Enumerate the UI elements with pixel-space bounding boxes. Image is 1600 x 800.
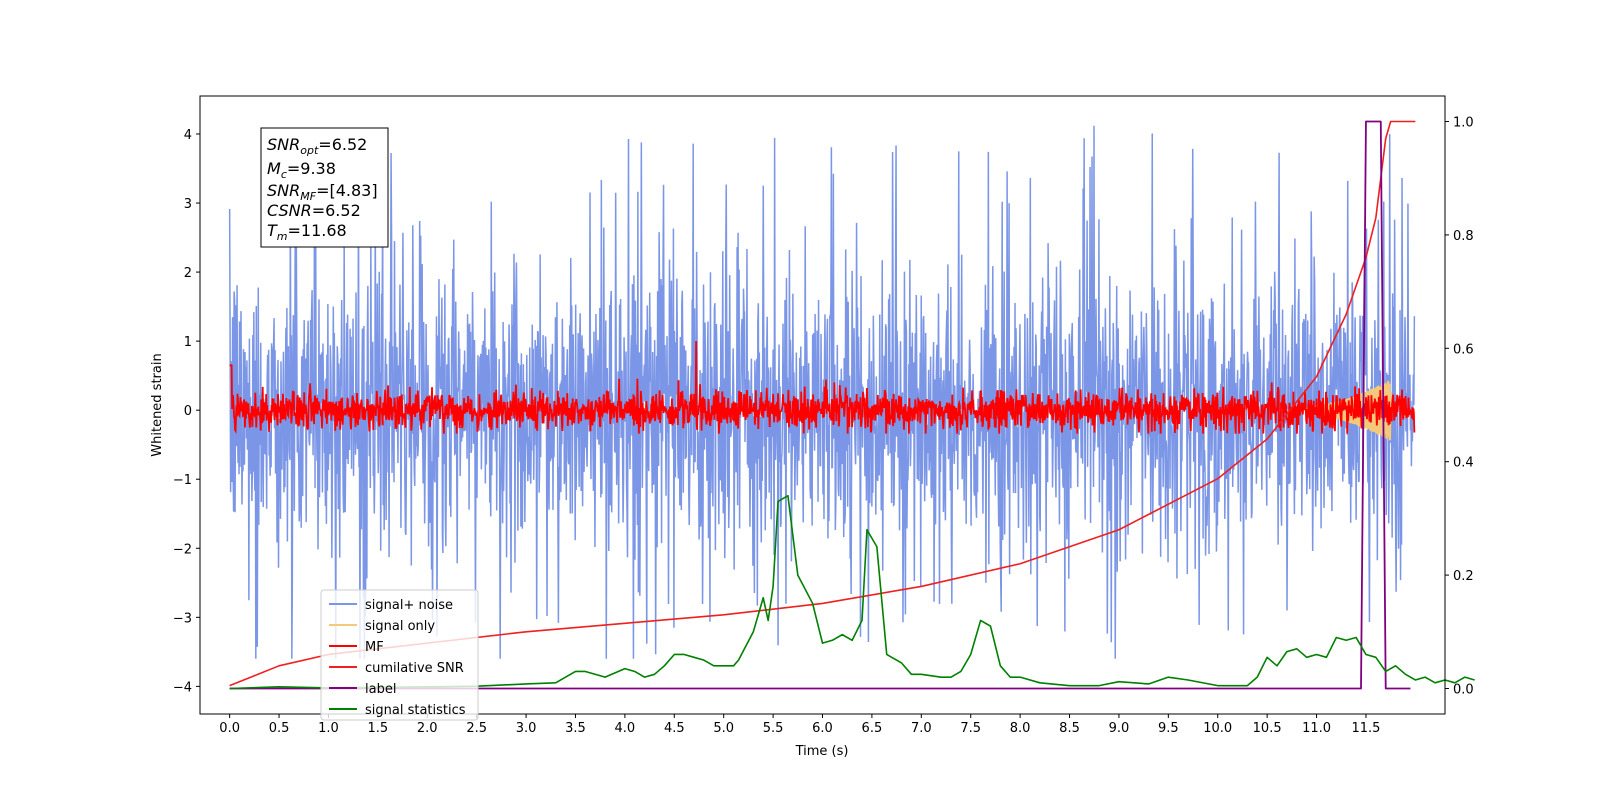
x-tick-label: 4.5 (664, 721, 685, 736)
y-tick-label-left: −2 (173, 542, 192, 557)
x-tick-label: 6.0 (812, 721, 833, 736)
legend-frame (320, 589, 479, 721)
legend-label: signal only (365, 619, 435, 634)
y-tick-label-left: 4 (184, 128, 192, 143)
x-axis-label: Time (s) (795, 744, 849, 759)
y-tick-label-right: 0.6 (1453, 342, 1474, 357)
y-tick-label-right: 0.4 (1453, 456, 1474, 471)
x-tick-label: 6.5 (862, 721, 883, 736)
y-tick-label-right: 0.8 (1453, 229, 1474, 244)
y-tick-label-left: 0 (184, 404, 192, 419)
x-tick-label: 10.0 (1203, 721, 1232, 736)
y-tick-label-left: −3 (173, 611, 192, 626)
x-tick-label: 5.5 (763, 721, 784, 736)
annotation-mc: Mc=9.38 (267, 159, 336, 181)
y-tick-label-left: −4 (173, 680, 192, 695)
x-tick-label: 10.5 (1253, 721, 1282, 736)
series-label (229, 120, 1411, 690)
x-tick-label: 4.0 (615, 721, 636, 736)
x-tick-label: 7.5 (960, 721, 981, 736)
legend-label: cumilative SNR (365, 661, 464, 676)
legend-label: signal+ noise (365, 598, 453, 613)
series-mf (229, 341, 1416, 435)
x-tick-label: 0.0 (219, 721, 240, 736)
x-tick-label: 3.5 (565, 721, 586, 736)
legend-label: signal statistics (365, 703, 466, 718)
legend-label: label (365, 682, 396, 697)
series-signal-statistics (229, 494, 1475, 690)
x-tick-label: 9.5 (1158, 721, 1179, 736)
x-tick-label: 2.0 (417, 721, 438, 736)
x-tick-label: 8.5 (1059, 721, 1080, 736)
legend-label: MF (365, 640, 384, 655)
x-tick-label: 11.5 (1351, 721, 1380, 736)
x-tick-label: 1.5 (368, 721, 389, 736)
annotation-snr-opt: SNRopt=6.52 (267, 135, 367, 157)
annotation-tm: Tm=11.68 (267, 221, 347, 243)
series-signal-noise (228, 125, 1416, 659)
axes: 0.0 0.5 1.0 1.5 2.0 2.5 3.0 3.5 4.0 4.5 5.0 5.5 6.0 6… (173, 116, 1474, 736)
x-tick-label: 2.5 (466, 721, 487, 736)
y-tick-label-right: 0.2 (1453, 569, 1474, 584)
annotation-snr-mf: SNRMF=[4.83] (267, 181, 378, 203)
x-tick-label: 1.0 (318, 721, 339, 736)
x-tick-label: 8.0 (1010, 721, 1031, 736)
x-tick-label: 9.0 (1109, 721, 1130, 736)
y-axis-label: Whitened strain (150, 353, 165, 456)
x-tick-label: 7.0 (911, 721, 932, 736)
x-tick-label: 3.0 (516, 721, 537, 736)
legend-items: signal+ noise signal only MF cumilative SNR… (329, 598, 466, 718)
annotation-csnr: CSNR=6.52 (267, 201, 361, 220)
x-tick-label: 0.5 (269, 721, 290, 736)
x-tick-label: 11.0 (1302, 721, 1331, 736)
y-tick-label-right: 1.0 (1453, 116, 1474, 131)
y-tick-label-left: 1 (184, 335, 192, 350)
y-tick-label-right: 0.0 (1453, 682, 1474, 697)
legend: signal+ noise signal only MF cumilative SNR… (320, 589, 479, 721)
y-tick-label-left: 2 (184, 266, 192, 281)
x-tick-label: 5.0 (713, 721, 734, 736)
y-tick-label-left: 3 (184, 197, 192, 212)
y-tick-label-left: −1 (173, 473, 192, 488)
annotation-box: SNRopt=6.52 Mc=9.38 SNRMF=[4.83] CSNR=6.… (260, 127, 389, 248)
